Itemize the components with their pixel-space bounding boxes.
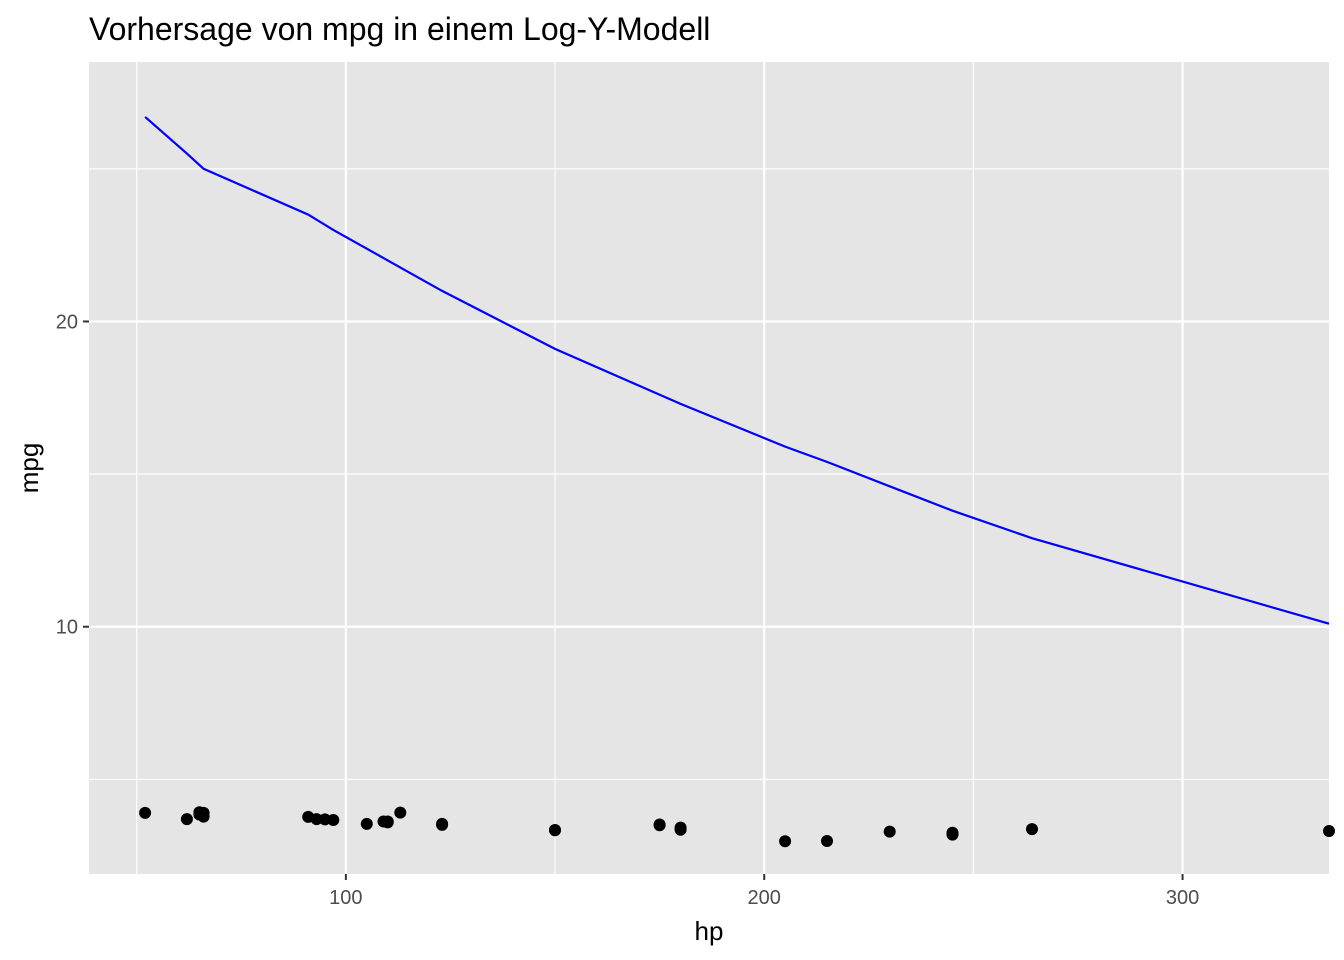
x-tick-label: 300	[1166, 887, 1199, 909]
x-axis: 100 200 300	[329, 874, 1199, 909]
plot-panel	[89, 62, 1329, 874]
data-point	[883, 825, 896, 838]
x-tick-label: 100	[329, 887, 362, 909]
data-point	[1026, 823, 1038, 836]
data-point	[549, 824, 561, 837]
grid-minor	[89, 62, 1329, 874]
data-point	[821, 835, 833, 847]
data-point	[310, 813, 323, 826]
data-point	[139, 806, 152, 819]
data-point	[394, 806, 407, 819]
x-tick-label: 200	[748, 887, 781, 909]
grid-major	[89, 62, 1329, 874]
data-point	[360, 817, 373, 830]
y-axis-title: mpg	[14, 443, 44, 494]
y-axis: 10 20	[56, 311, 89, 639]
data-point	[946, 828, 959, 841]
y-tick-label: 10	[56, 617, 78, 639]
data-points	[139, 806, 1335, 848]
data-point	[779, 835, 792, 848]
data-point	[327, 814, 340, 826]
data-point	[197, 810, 210, 823]
chart-title: Vorhersage von mpg in einem Log-Y-Modell	[89, 11, 710, 47]
data-point	[381, 816, 394, 829]
y-tick-label: 20	[56, 311, 78, 333]
data-point	[653, 819, 666, 832]
x-axis-title: hp	[695, 916, 724, 946]
data-point	[436, 818, 449, 831]
prediction-line	[144, 116, 1330, 625]
data-point	[180, 813, 193, 826]
data-point	[674, 823, 687, 836]
data-point	[1323, 825, 1335, 837]
